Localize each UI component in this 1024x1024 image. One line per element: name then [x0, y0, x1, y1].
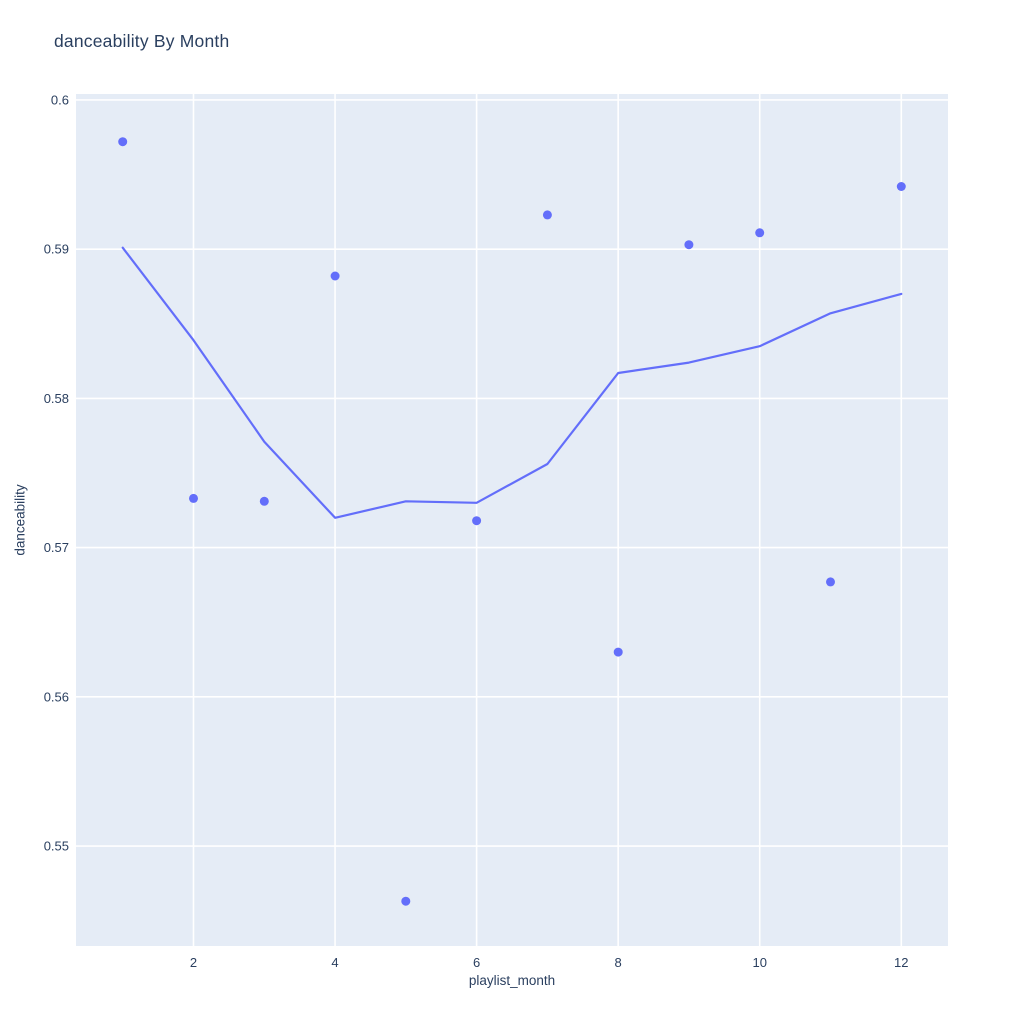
y-tick-label: 0.57 [44, 540, 69, 555]
chart-title: danceability By Month [54, 31, 230, 51]
y-tick-label: 0.6 [51, 92, 69, 107]
scatter-point[interactable] [542, 210, 552, 220]
x-tick-label: 2 [190, 955, 197, 970]
y-tick-label: 0.55 [44, 839, 69, 854]
scatter-point[interactable] [755, 228, 765, 238]
scatter-point[interactable] [826, 577, 835, 587]
x-tick-label: 10 [752, 955, 766, 970]
scatter-point[interactable] [684, 240, 694, 250]
x-tick-label: 4 [331, 955, 338, 970]
scatter-point[interactable] [896, 182, 906, 191]
x-axis-title: playlist_month [468, 973, 556, 988]
x-tick-label: 8 [615, 955, 622, 970]
y-tick-label: 0.56 [44, 689, 69, 704]
scatter-point[interactable] [189, 493, 198, 503]
y-tick-label: 0.58 [44, 391, 69, 406]
scatter-point[interactable] [613, 647, 623, 657]
y-tick-label: 0.59 [44, 242, 69, 257]
trend-line[interactable] [121, 246, 903, 519]
scatter-point[interactable] [330, 271, 340, 281]
x-tick-label: 12 [894, 955, 908, 970]
plot-area[interactable] [76, 94, 948, 946]
x-tick-label: 6 [473, 955, 480, 970]
scatter-point[interactable] [401, 896, 411, 906]
scatter-point[interactable] [118, 137, 128, 147]
y-axis-title: danceability [12, 484, 28, 556]
scatter-point[interactable] [259, 496, 269, 506]
scatter-point[interactable] [472, 516, 482, 526]
